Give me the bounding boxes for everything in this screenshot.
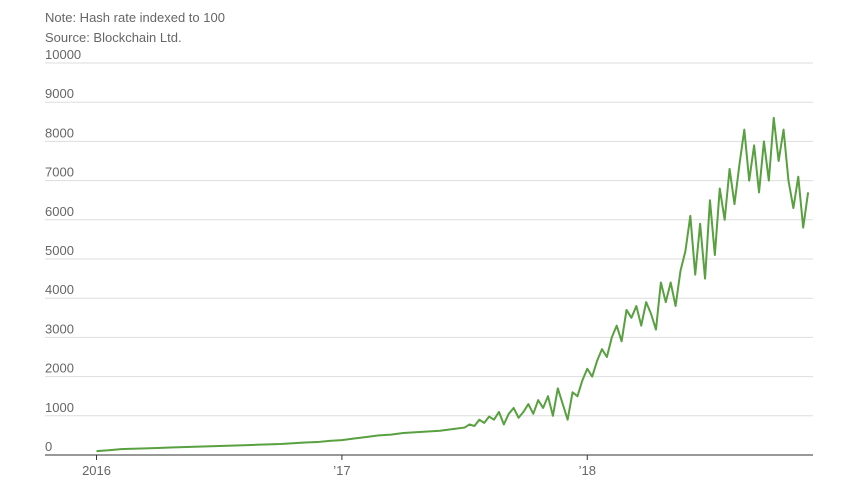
x-tick-label: ’18 — [579, 463, 596, 478]
y-tick-label: 5000 — [45, 243, 74, 258]
x-tick-label: ’17 — [333, 463, 350, 478]
y-tick-label: 9000 — [45, 86, 74, 101]
source: Source: Blockchain Ltd. — [45, 30, 182, 45]
y-tick-label: 6000 — [45, 204, 74, 219]
y-tick-label: 0 — [45, 439, 52, 454]
y-tick-label: 8000 — [45, 125, 74, 140]
y-tick-label: 10000 — [45, 47, 81, 62]
y-tick-label: 7000 — [45, 165, 74, 180]
line — [96, 116, 810, 453]
y-tick-label: 2000 — [45, 361, 74, 376]
note: Note: Hash rate indexed to 100 — [45, 10, 225, 25]
y-tick-label: 4000 — [45, 282, 74, 297]
y-tick-label: 1000 — [45, 400, 74, 415]
y-tick-label: 3000 — [45, 321, 74, 336]
x-tick-label: 2016 — [82, 463, 111, 478]
